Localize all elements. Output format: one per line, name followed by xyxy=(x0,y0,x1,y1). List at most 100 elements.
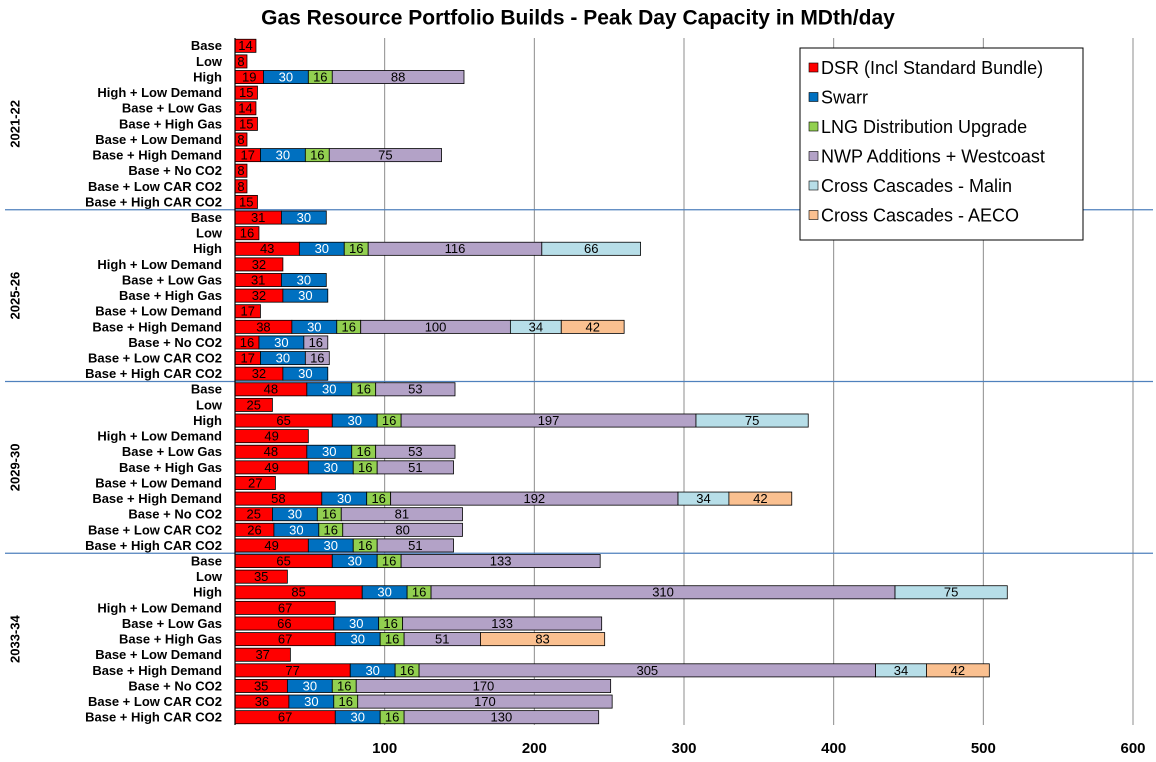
y-tick-label: Base + Low Gas xyxy=(122,272,222,287)
bar-segment xyxy=(340,507,463,522)
data-label: 15 xyxy=(239,85,253,100)
bar-segment xyxy=(342,522,463,537)
data-label: 30 xyxy=(298,366,312,381)
data-label: 30 xyxy=(350,632,364,647)
bar-segment xyxy=(402,616,603,631)
data-label: 30 xyxy=(276,148,290,163)
group-label: 2021-22 xyxy=(7,100,22,148)
data-label: 42 xyxy=(951,663,965,678)
bar-segment xyxy=(375,444,456,459)
y-tick-label: Base + Low Demand xyxy=(95,304,222,319)
data-label: 16 xyxy=(339,694,353,709)
data-label: 81 xyxy=(395,507,409,522)
data-label: 16 xyxy=(385,632,399,647)
data-label: 30 xyxy=(377,585,391,600)
data-label: 36 xyxy=(255,694,269,709)
y-tick-label: Base + High CAR CO2 xyxy=(85,538,222,553)
data-label: 35 xyxy=(254,569,268,584)
y-tick-label: Base + Low CAR CO2 xyxy=(88,179,222,194)
data-label: 16 xyxy=(337,678,351,693)
data-label: 48 xyxy=(264,382,278,397)
group-label: 2033-34 xyxy=(7,615,22,663)
data-label: 16 xyxy=(324,522,338,537)
data-label: 8 xyxy=(237,179,244,194)
y-tick-label: Base + Low CAR CO2 xyxy=(88,522,222,537)
y-tick-label: Base + High CAR CO2 xyxy=(85,366,222,381)
legend-label: Cross Cascades - AECO xyxy=(821,205,1019,225)
y-tick-label: Base + No CO2 xyxy=(128,678,222,693)
data-label: 51 xyxy=(408,538,422,553)
data-label: 16 xyxy=(342,319,356,334)
data-label: 16 xyxy=(412,585,426,600)
data-label: 51 xyxy=(435,632,449,647)
bar-segment xyxy=(728,491,793,506)
data-label: 42 xyxy=(585,319,599,334)
data-label: 53 xyxy=(408,444,422,459)
data-label: 32 xyxy=(252,288,266,303)
x-tick-label: 400 xyxy=(821,740,846,757)
data-label: 49 xyxy=(264,538,278,553)
bar-segment xyxy=(355,679,612,693)
y-tick-label: High + Low Demand xyxy=(97,257,222,272)
bar-segment xyxy=(926,663,990,678)
data-label: 30 xyxy=(350,710,364,725)
legend-swatch xyxy=(808,121,819,132)
data-label: 49 xyxy=(264,429,278,444)
data-label: 197 xyxy=(538,413,560,428)
y-tick-label: Base + Low CAR CO2 xyxy=(88,351,222,366)
data-label: 17 xyxy=(240,148,254,163)
data-label: 67 xyxy=(278,632,292,647)
bar-segment xyxy=(695,413,809,428)
x-tick-label: 100 xyxy=(372,740,397,757)
legend-label: NWP Additions + Westcoast xyxy=(821,146,1045,166)
y-tick-label: Base + Low CAR CO2 xyxy=(88,694,222,709)
data-label: 31 xyxy=(251,272,265,287)
data-label: 27 xyxy=(248,475,262,490)
bar-segment xyxy=(282,366,329,381)
data-label: 30 xyxy=(303,678,317,693)
data-label: 16 xyxy=(358,460,372,475)
y-tick-label: High + Low Demand xyxy=(97,85,222,100)
data-label: 48 xyxy=(264,444,278,459)
group-label: 2029-30 xyxy=(7,444,22,492)
data-label: 26 xyxy=(247,522,261,537)
y-tick-label: Base + No CO2 xyxy=(128,507,222,522)
data-label: 65 xyxy=(276,553,290,568)
legend-label: DSR (Incl Standard Bundle) xyxy=(821,58,1043,78)
chart-title: Gas Resource Portfolio Builds - Peak Day… xyxy=(261,7,895,30)
bar-segment xyxy=(375,382,456,397)
data-label: 8 xyxy=(237,54,244,69)
data-label: 58 xyxy=(271,491,285,506)
y-tick-label: Base + High Gas xyxy=(119,288,222,303)
data-label: 53 xyxy=(408,382,422,397)
data-label: 25 xyxy=(246,507,260,522)
data-label: 85 xyxy=(291,585,305,600)
legend-swatch xyxy=(808,210,819,220)
legend-swatch xyxy=(808,151,819,161)
bar-segment xyxy=(280,273,327,287)
data-label: 30 xyxy=(297,272,311,287)
bar-segment xyxy=(403,710,600,725)
data-label: 30 xyxy=(365,663,379,678)
data-label: 14 xyxy=(238,101,252,116)
data-label: 30 xyxy=(288,507,302,522)
y-tick-label: High + Low Demand xyxy=(97,429,222,444)
data-label: 30 xyxy=(274,335,288,350)
data-label: 65 xyxy=(276,413,290,428)
data-label: 30 xyxy=(324,460,338,475)
data-label: 30 xyxy=(322,382,336,397)
data-label: 75 xyxy=(745,413,759,428)
x-tick-label: 300 xyxy=(671,740,696,757)
bar-segment xyxy=(894,585,1008,600)
data-label: 17 xyxy=(240,304,254,319)
y-tick-label: Base + No CO2 xyxy=(128,335,222,350)
y-tick-label: Base + High Demand xyxy=(92,491,222,506)
data-label: 75 xyxy=(378,148,392,163)
data-label: 30 xyxy=(289,522,303,537)
legend-label: Cross Cascades - Malin xyxy=(821,176,1012,196)
data-label: 25 xyxy=(246,397,260,412)
y-tick-label: Base xyxy=(191,382,222,397)
data-label: 30 xyxy=(298,288,312,303)
bar-segment xyxy=(303,335,329,350)
data-label: 192 xyxy=(523,491,545,506)
